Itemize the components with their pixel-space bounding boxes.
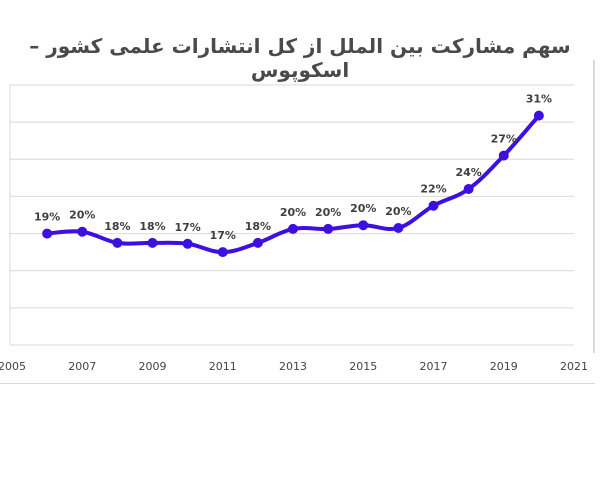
data-label: 24% bbox=[455, 166, 481, 179]
data-label: 18% bbox=[139, 220, 165, 233]
data-point bbox=[182, 238, 193, 249]
data-label: 19% bbox=[34, 211, 60, 224]
data-label: 20% bbox=[280, 206, 306, 219]
data-point bbox=[217, 247, 228, 258]
data-point bbox=[288, 223, 298, 234]
data-label: 22% bbox=[420, 183, 446, 196]
data-point bbox=[463, 184, 474, 194]
data-label: 20% bbox=[315, 206, 341, 219]
x-tick-label: 2011 bbox=[209, 360, 237, 373]
data-label: 17% bbox=[210, 229, 236, 242]
data-point bbox=[112, 237, 123, 248]
x-tick-label: 2005 bbox=[0, 360, 26, 373]
data-point bbox=[533, 110, 544, 121]
data-label: 20% bbox=[350, 202, 376, 215]
data-label: 20% bbox=[385, 205, 411, 218]
data-label: 18% bbox=[104, 220, 130, 233]
x-tick-label: 2015 bbox=[349, 360, 377, 373]
data-point bbox=[77, 226, 88, 237]
data-label: 17% bbox=[174, 221, 200, 234]
data-label: 27% bbox=[491, 133, 517, 146]
data-point bbox=[42, 228, 53, 239]
x-tick-label: 2019 bbox=[490, 360, 518, 373]
x-tick-label: 2021 bbox=[560, 360, 588, 373]
data-point bbox=[393, 223, 404, 233]
data-label: 18% bbox=[245, 220, 271, 233]
data-point bbox=[252, 237, 263, 248]
data-point bbox=[358, 220, 369, 231]
chart-title: سهم مشارکت بین الملل از کل انتشارات علمی… bbox=[29, 34, 571, 82]
x-tick-label: 2017 bbox=[420, 360, 448, 373]
chart-frame-bottom bbox=[0, 383, 595, 384]
data-point bbox=[498, 150, 509, 161]
data-label: 20% bbox=[69, 209, 95, 222]
data-label: 31% bbox=[526, 93, 552, 106]
x-tick-label: 2007 bbox=[68, 360, 96, 373]
x-tick-label: 2009 bbox=[139, 360, 167, 373]
data-point bbox=[428, 200, 439, 211]
data-point bbox=[147, 237, 158, 248]
data-point bbox=[323, 223, 334, 234]
chart-frame-right bbox=[593, 60, 595, 353]
x-tick-label: 2013 bbox=[279, 360, 307, 373]
